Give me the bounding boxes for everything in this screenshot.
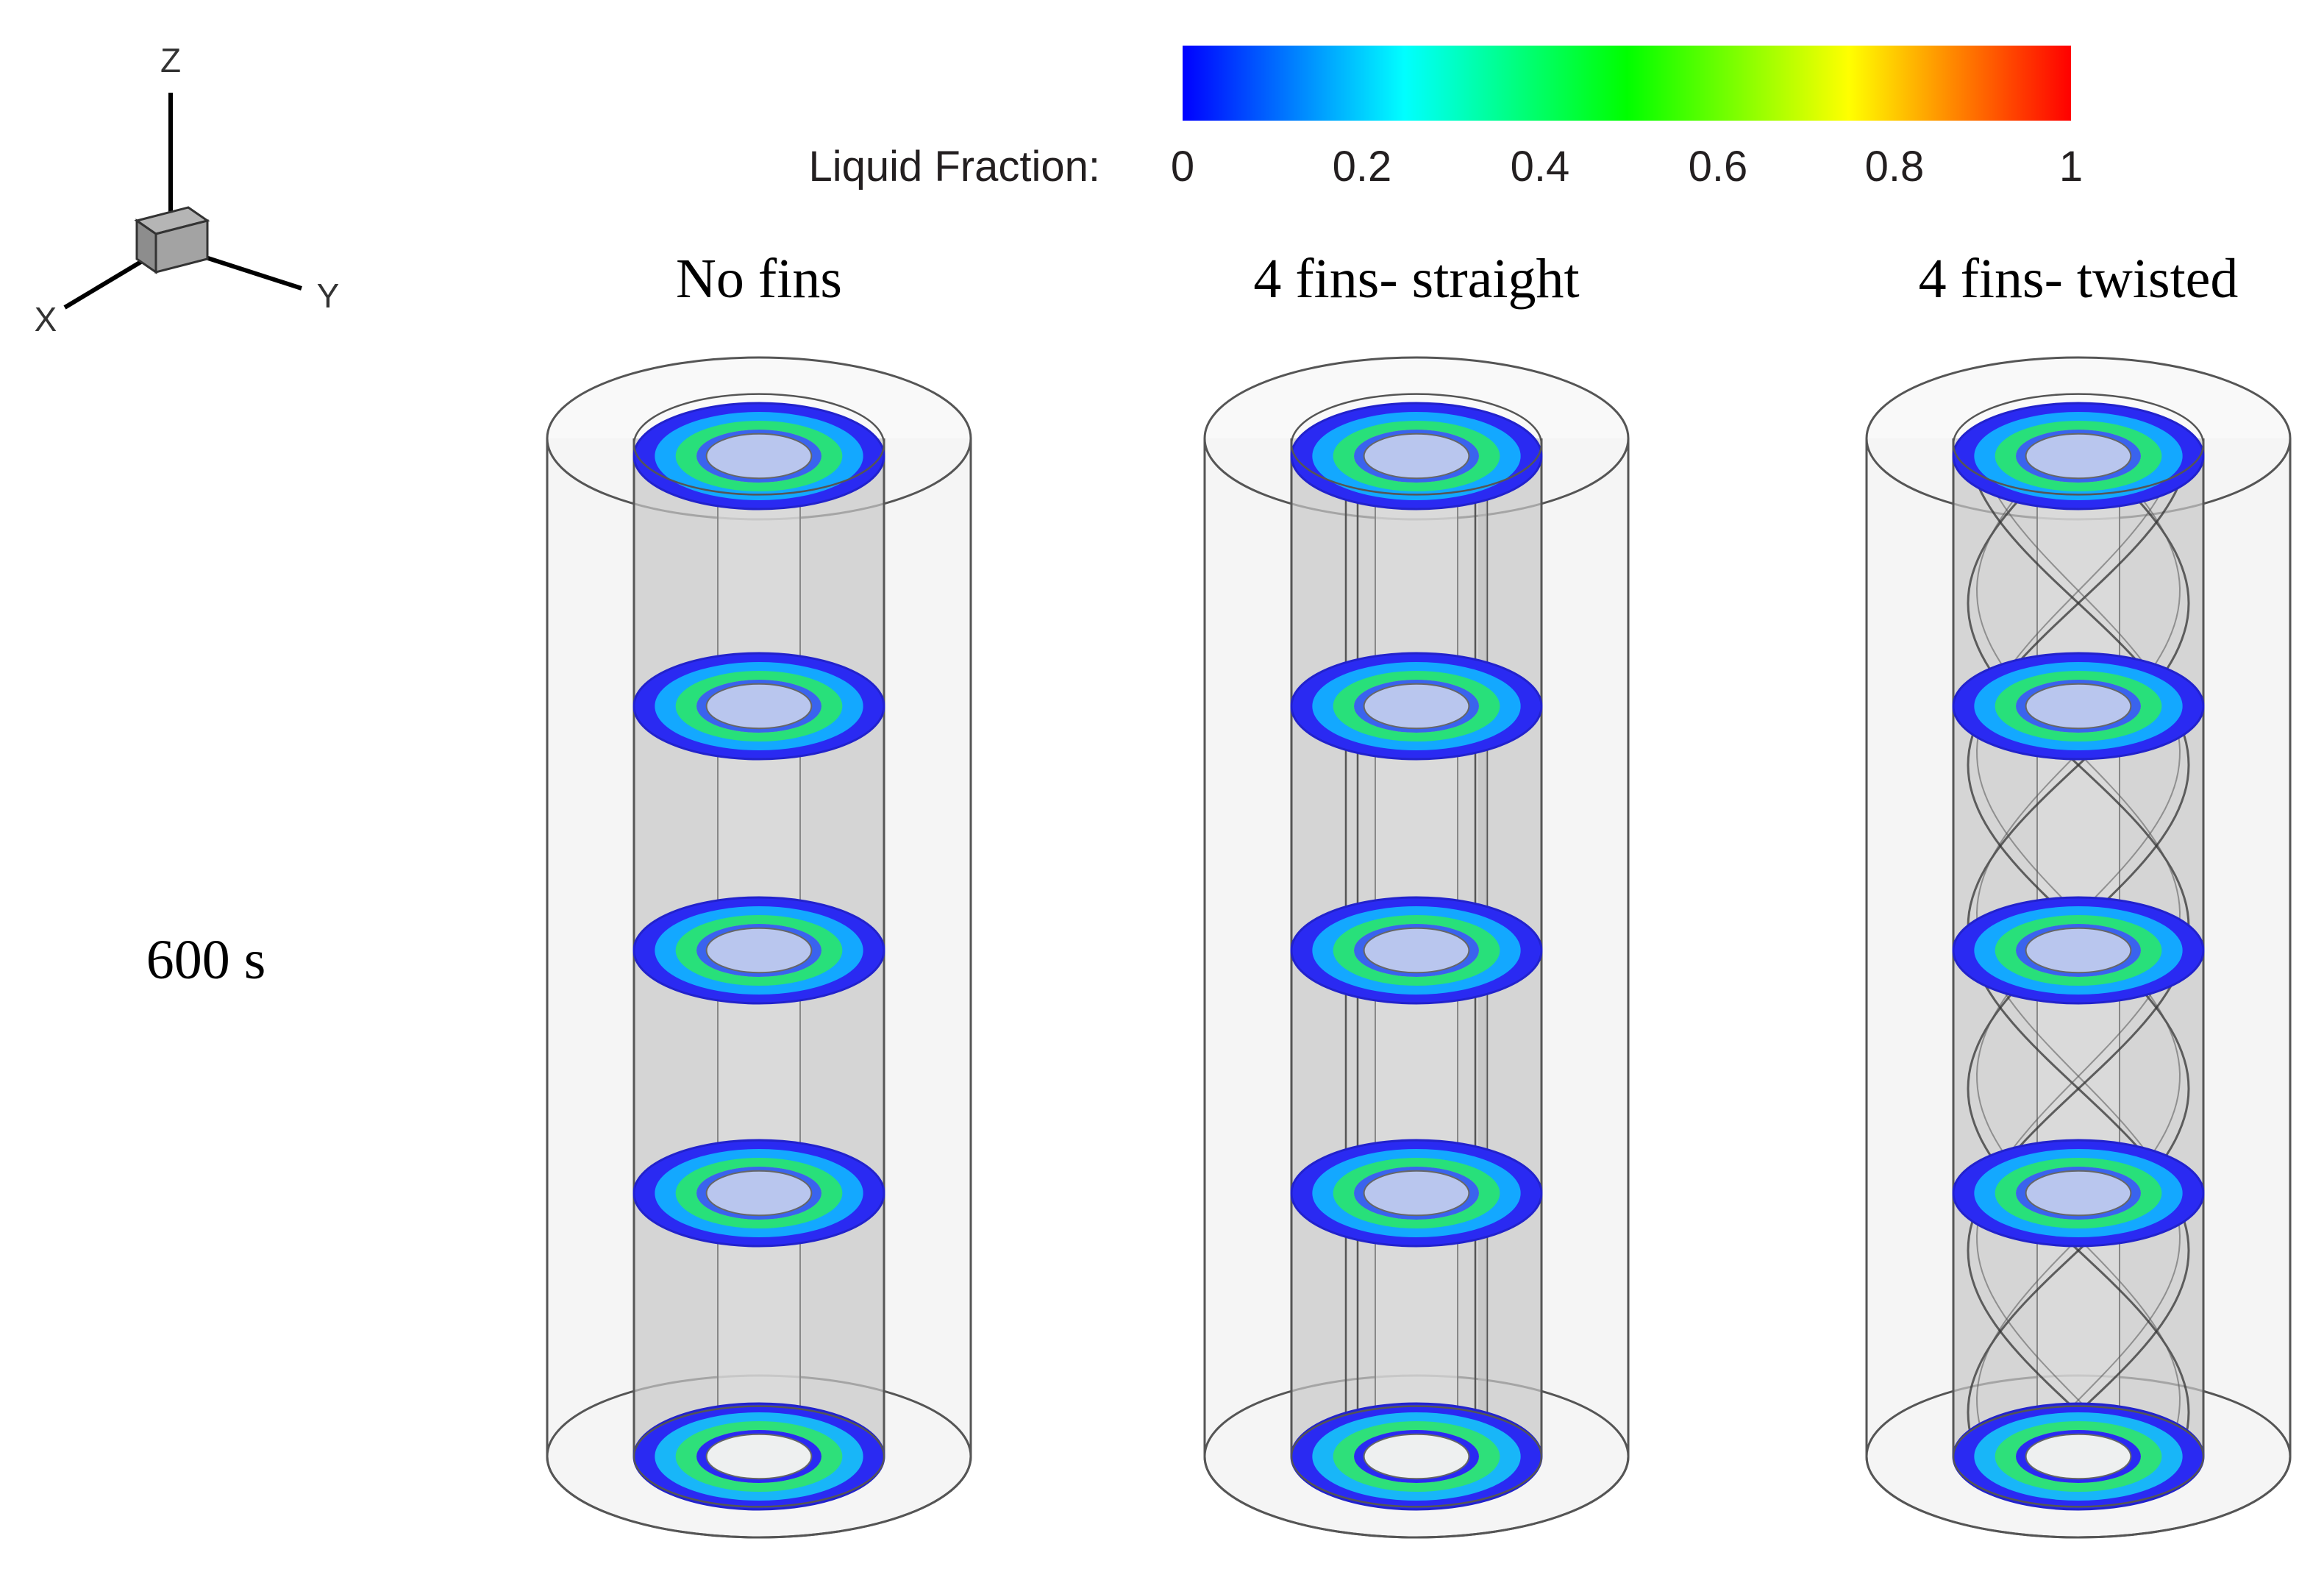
slice-hole-edge	[1363, 433, 1470, 480]
slice-hole	[706, 928, 812, 973]
panel-title-no-fins: No fins	[676, 248, 842, 310]
axis-triad: Z X Y	[35, 41, 340, 338]
slice-outer-edge	[1952, 896, 2205, 1005]
inner-cylinder-top	[632, 393, 885, 496]
orientation-cube-icon	[134, 206, 210, 274]
slice-outer-edge	[1952, 402, 2205, 511]
slice-outer-edge	[1290, 896, 1543, 1005]
slice-hole-edge	[1363, 927, 1470, 974]
slice	[1290, 652, 1543, 761]
slice-outer-edge	[1290, 402, 1543, 511]
inner-cylinder-top	[1290, 393, 1543, 496]
slice-hole-edge	[2025, 927, 2132, 974]
inner-cylinder-bottom	[1952, 1405, 2205, 1508]
slice-outer-edge	[632, 1139, 885, 1248]
slice-hole	[1364, 1170, 1469, 1216]
slice-outer-edge	[632, 402, 885, 511]
slice-outer-edge	[1952, 652, 2205, 761]
inner-cylinder-bottom	[1290, 1405, 1543, 1508]
slice-bottom	[1290, 1402, 1543, 1511]
colorbar-tick-label: 0.6	[1689, 143, 1748, 191]
slice-bottom	[1952, 1402, 2205, 1511]
colorbar-ticks: 0 0.2 0.4 0.6 0.8 1	[1171, 143, 2083, 191]
slice-hole-edge	[1363, 1433, 1470, 1480]
slice	[1952, 402, 2205, 511]
slice-hole-edge	[705, 433, 813, 480]
cylinder-no-fins	[546, 356, 972, 1539]
colorbar-label: Liquid Fraction:	[808, 143, 1100, 191]
slice	[1952, 896, 2205, 1005]
slice-bottom	[632, 1402, 885, 1511]
slice	[1952, 1139, 2205, 1248]
inner-cylinder-bottom	[632, 1405, 885, 1508]
slice	[632, 652, 885, 761]
slice-hole	[2025, 683, 2131, 729]
slice-hole	[706, 1170, 812, 1216]
slice	[1290, 1139, 1543, 1248]
slice-hole	[2025, 1434, 2131, 1479]
slice-hole-edge	[2025, 433, 2132, 480]
slice-outer-edge	[1952, 1139, 2205, 1248]
slice	[632, 896, 885, 1005]
time-label: 600 s	[146, 929, 266, 991]
inner-cylinder-top	[1952, 393, 2205, 496]
slice-hole-edge	[1363, 1170, 1470, 1217]
slice-outer-edge	[632, 652, 885, 761]
slice-hole-edge	[2025, 683, 2132, 730]
slice-hole-edge	[705, 927, 813, 974]
slice-hole	[706, 683, 812, 729]
slice-hole	[2025, 928, 2131, 973]
slice-outer-edge	[632, 896, 885, 1005]
slice-hole	[1364, 433, 1469, 479]
slice-hole-edge	[1363, 683, 1470, 730]
slice-hole	[706, 1434, 812, 1479]
slice	[1290, 402, 1543, 511]
slice-hole	[2025, 433, 2131, 479]
y-axis-label: Y	[317, 277, 340, 315]
slice-hole-edge	[2025, 1433, 2132, 1480]
colorbar-tick-label: 0	[1171, 143, 1194, 191]
cylinder-straight-fins	[1203, 356, 1630, 1539]
slice-hole-edge	[705, 1170, 813, 1217]
x-axis-label: X	[35, 300, 57, 338]
colorbar-gradient	[1183, 46, 2071, 121]
x-axis-line	[63, 252, 156, 310]
slice-outer-edge	[1290, 652, 1543, 761]
slice	[1952, 652, 2205, 761]
slice-hole-edge	[2025, 1170, 2132, 1217]
slice-hole	[2025, 1170, 2131, 1216]
slice-hole-edge	[705, 1433, 813, 1480]
slice	[632, 1139, 885, 1248]
colorbar-tick-label: 0.2	[1333, 143, 1392, 191]
slice-hole	[1364, 928, 1469, 973]
colorbar-tick-label: 1	[2059, 143, 2083, 191]
colorbar-tick-label: 0.8	[1865, 143, 1925, 191]
slice-hole	[1364, 1434, 1469, 1479]
slice	[1290, 896, 1543, 1005]
panel-title-straight-fins: 4 fins- straight	[1253, 248, 1579, 310]
z-axis-label: Z	[160, 41, 181, 79]
panel-title-twisted-fins: 4 fins- twisted	[1919, 248, 2239, 310]
slice-hole	[1364, 683, 1469, 729]
colorbar: Liquid Fraction: 0 0.2 0.4 0.6 0.8 1	[808, 46, 2083, 191]
colorbar-tick-label: 0.4	[1511, 143, 1570, 191]
slice-hole	[706, 433, 812, 479]
slice-outer-edge	[1290, 1139, 1543, 1248]
slice-hole-edge	[705, 683, 813, 730]
slice	[632, 402, 885, 511]
cylinder-twisted-fins	[1865, 356, 2292, 1539]
